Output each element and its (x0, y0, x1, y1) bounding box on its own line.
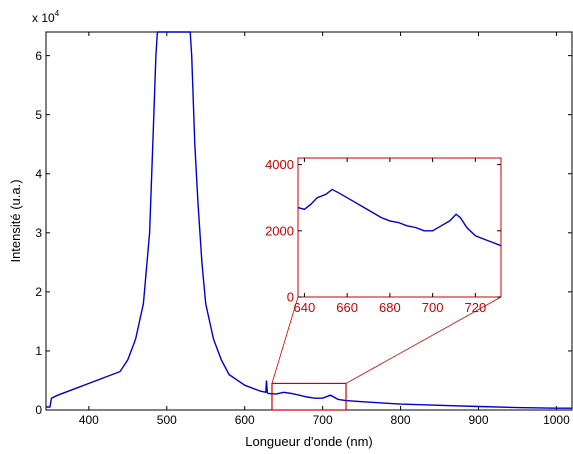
y-exponent-power: 4 (55, 9, 60, 18)
inset-x-tick-label: 640 (294, 300, 316, 315)
main-x-tick-label: 600 (235, 413, 255, 427)
inset-spectrum-line (297, 188, 502, 247)
main-axis-ticks: 400 500 600 700 800 900 1000 0 1 2 3 4 5 6 (35, 32, 572, 427)
main-y-tick-label: 3 (35, 226, 42, 240)
y-axis-label: Intensité (u.a.) (8, 179, 23, 262)
main-x-tick-label: 400 (79, 413, 99, 427)
inset-x-tick-label: 680 (379, 300, 401, 315)
x-axis-label: Longueur d'onde (nm) (245, 434, 373, 449)
main-x-tick-label: 800 (391, 413, 411, 427)
inset-y-tick-label: 0 (287, 290, 294, 305)
zoom-region-box (271, 382, 347, 411)
zoom-connector-right (345, 296, 502, 384)
main-y-tick-label: 1 (35, 344, 42, 358)
main-spectrum-line (46, 31, 572, 409)
inset-x-tick-label: 660 (336, 300, 358, 315)
main-x-tick-label: 900 (468, 413, 488, 427)
main-y-tick-label: 0 (35, 403, 42, 417)
y-exponent-label: x 104 (32, 9, 60, 25)
main-x-tick-label: 500 (157, 413, 177, 427)
inset-x-tick-label: 700 (422, 300, 444, 315)
inset-plot-frame (297, 157, 502, 298)
zoom-connector-left (271, 296, 299, 384)
main-y-tick-label: 5 (35, 108, 42, 122)
inset-y-tick-label: 4000 (265, 157, 294, 172)
inset-y-tick-label: 2000 (265, 223, 294, 238)
main-y-tick-label: 2 (35, 285, 42, 299)
inset-axis-ticks: 640 660 680 700 720 0 2000 4000 (265, 157, 501, 315)
inset-x-tick-label: 720 (465, 300, 487, 315)
main-y-tick-label: 6 (35, 49, 42, 63)
main-x-tick-label: 700 (313, 413, 333, 427)
main-y-tick-label: 4 (35, 167, 42, 181)
main-x-tick-label: 1000 (543, 413, 570, 427)
